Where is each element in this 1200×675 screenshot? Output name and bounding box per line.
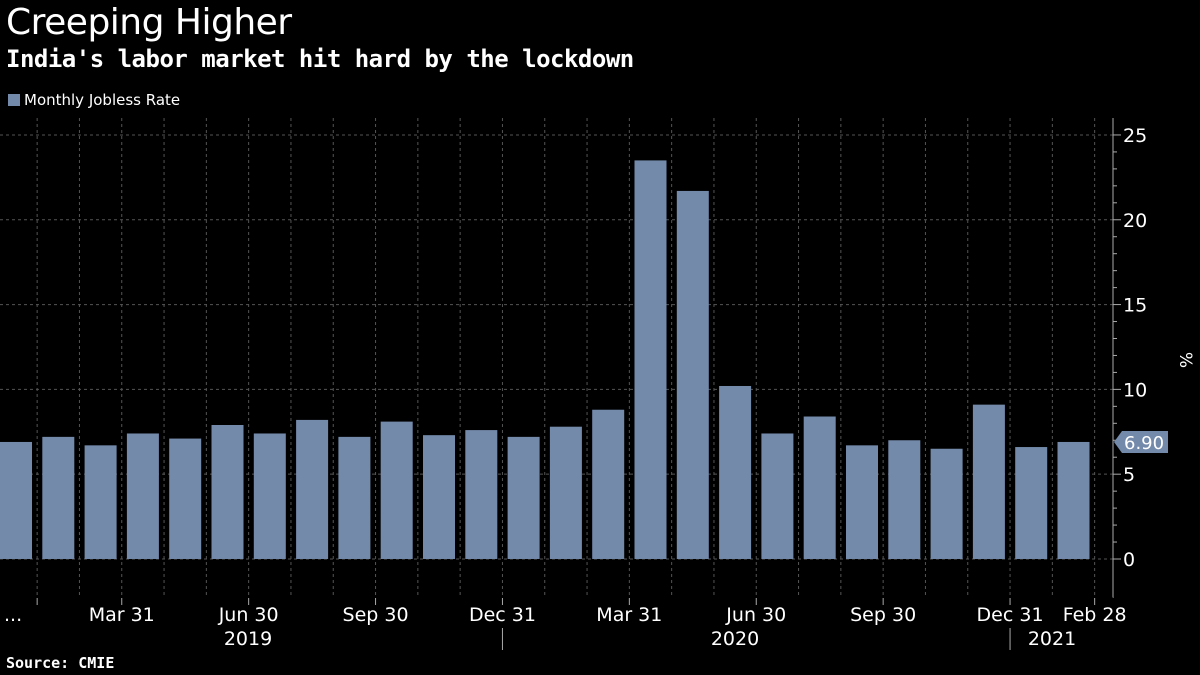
bar (296, 419, 329, 559)
bar (253, 433, 286, 559)
bar (380, 421, 413, 559)
bar (549, 426, 582, 559)
bar (676, 190, 709, 559)
bar (761, 433, 794, 559)
legend-swatch (8, 94, 20, 106)
year-label: 2019 (224, 628, 272, 650)
chart-subtitle: India's labor market hit hard by the loc… (6, 45, 634, 73)
source-note: Source: CMIE (6, 654, 115, 672)
x-tick-label: Feb 28 (1063, 604, 1127, 626)
chart-title: Creeping Higher (6, 2, 292, 43)
y-tick-label: 15 (1123, 295, 1147, 317)
bar (338, 436, 371, 559)
bar (1057, 441, 1090, 559)
bar (930, 448, 963, 559)
y-tick-label: 5 (1123, 464, 1135, 486)
legend: Monthly Jobless Rate (8, 91, 180, 109)
y-tick-label: 10 (1123, 379, 1147, 401)
x-tick-label: ... (4, 604, 22, 626)
bar (0, 441, 32, 559)
y-tick-label: 0 (1123, 549, 1135, 571)
bar (972, 404, 1005, 559)
bar (465, 430, 498, 559)
bar (592, 409, 625, 559)
x-tick-label: Sep 30 (850, 604, 916, 626)
bar (169, 438, 202, 559)
year-label: 2021 (1028, 628, 1076, 650)
x-tick-label: Dec 31 (469, 604, 536, 626)
year-label: 2020 (711, 628, 759, 650)
x-tick-label: Sep 30 (343, 604, 409, 626)
bar (888, 440, 921, 559)
x-tick-label: Dec 31 (977, 604, 1044, 626)
bar (42, 436, 75, 559)
bar (84, 445, 117, 559)
x-tick-label: Jun 30 (725, 604, 786, 626)
bar (211, 424, 244, 559)
bar (846, 445, 878, 559)
bar (507, 436, 540, 559)
y-tick-label: 20 (1123, 210, 1147, 232)
bar (126, 433, 159, 559)
x-tick-label: Mar 31 (89, 604, 155, 626)
bar (719, 385, 752, 559)
bar (634, 160, 667, 559)
bar (423, 435, 455, 559)
legend-label: Monthly Jobless Rate (24, 91, 181, 109)
bar (1015, 447, 1048, 559)
last-value-label: 6.90 (1124, 433, 1164, 454)
y-axis-label: % (1175, 352, 1195, 368)
x-tick-label: Mar 31 (596, 604, 662, 626)
last-value-marker (1114, 430, 1168, 453)
x-tick-label: Jun 30 (218, 604, 279, 626)
bar (803, 416, 836, 559)
y-tick-label: 25 (1123, 125, 1147, 147)
